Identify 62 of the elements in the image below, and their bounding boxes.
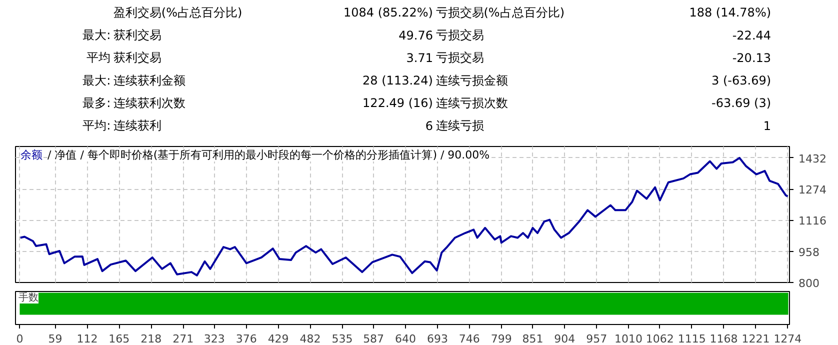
x-tick-label: 799 <box>490 332 512 345</box>
x-tick-label: 59 <box>48 332 62 345</box>
text: 连续获利次数 <box>113 96 186 110</box>
x-tick-label: 165 <box>108 332 130 345</box>
x-tick-label: 0 <box>16 332 24 345</box>
x-tick-label: 1115 <box>678 332 706 345</box>
text: -20.13 <box>732 51 772 66</box>
text: 连续获利 <box>113 118 162 132</box>
x-tick-label: 323 <box>204 332 225 345</box>
x-tick-label: 271 <box>172 332 194 345</box>
x-tick-label: 851 <box>522 332 544 345</box>
text: 连续获利金额 <box>113 73 186 88</box>
text: 获利交易 <box>113 50 162 65</box>
x-tick-label: 1062 <box>646 332 674 345</box>
text: 1 <box>763 119 772 133</box>
y-tick-label: 1116 <box>798 214 826 228</box>
text: 28 (113.24) <box>362 73 433 88</box>
x-tick-label: 640 <box>395 332 416 345</box>
x-tick-label: 1221 <box>742 332 770 345</box>
text: 盈利交易(%占总百分比) <box>113 6 242 20</box>
chart-title: 手数 <box>18 292 38 304</box>
text: 亏损交易 <box>436 28 484 42</box>
x-tick-label: 1010 <box>614 332 643 345</box>
x-tick-label: 376 <box>236 332 257 345</box>
x-tick-label: 112 <box>76 332 98 345</box>
x-tick-label: 746 <box>458 332 480 345</box>
text: 1084 (85.22%) <box>344 6 433 20</box>
text: 49.76 <box>398 28 433 43</box>
x-tick-label: 482 <box>300 332 321 345</box>
text: 平均 <box>86 50 111 65</box>
x-tick-label: 1274 <box>774 332 802 345</box>
text: 平均: <box>82 118 111 132</box>
text: 122.49 (16) <box>362 96 433 110</box>
y-tick-label: 1274 <box>798 184 826 197</box>
text: 最多: <box>82 96 111 110</box>
text: 亏损交易(%占总百分比) <box>436 6 565 20</box>
annotation: / 净值 / 每个即时价格(基于所有可利用的最小时段的每一个价格的分形插值计算) / 90.00% <box>48 148 490 162</box>
text: -63.69 (3) <box>712 96 772 110</box>
x-tick-label: 904 <box>554 332 576 345</box>
text: -22.44 <box>732 28 772 43</box>
text: 最大: <box>82 28 111 42</box>
x-tick-label: 429 <box>268 332 289 345</box>
text: 连续亏损 <box>436 118 484 132</box>
x-tick-label: 693 <box>426 332 448 345</box>
y-tick-label: 1432 <box>798 152 826 166</box>
x-tick-label: 535 <box>332 332 353 345</box>
y-tick-label: 958 <box>798 246 820 259</box>
text: 3 (-63.69) <box>712 73 772 88</box>
text: 188 (14.78%) <box>689 6 772 20</box>
x-tick-label: 1168 <box>710 332 738 345</box>
text: 连续亏损次数 <box>436 96 508 110</box>
text: 3.71 <box>406 51 433 66</box>
y-tick-label: 800 <box>798 277 820 290</box>
text: 最大: <box>82 73 111 88</box>
x-tick-label: 587 <box>363 332 384 345</box>
text: 连续亏损金额 <box>436 73 508 88</box>
text: 6 <box>425 119 433 133</box>
x-tick-label: 957 <box>586 332 608 345</box>
x-tick-label: 218 <box>140 332 162 345</box>
text: 获利交易 <box>113 28 162 42</box>
text: 余额 <box>20 148 42 162</box>
text: 亏损交易 <box>436 50 484 65</box>
